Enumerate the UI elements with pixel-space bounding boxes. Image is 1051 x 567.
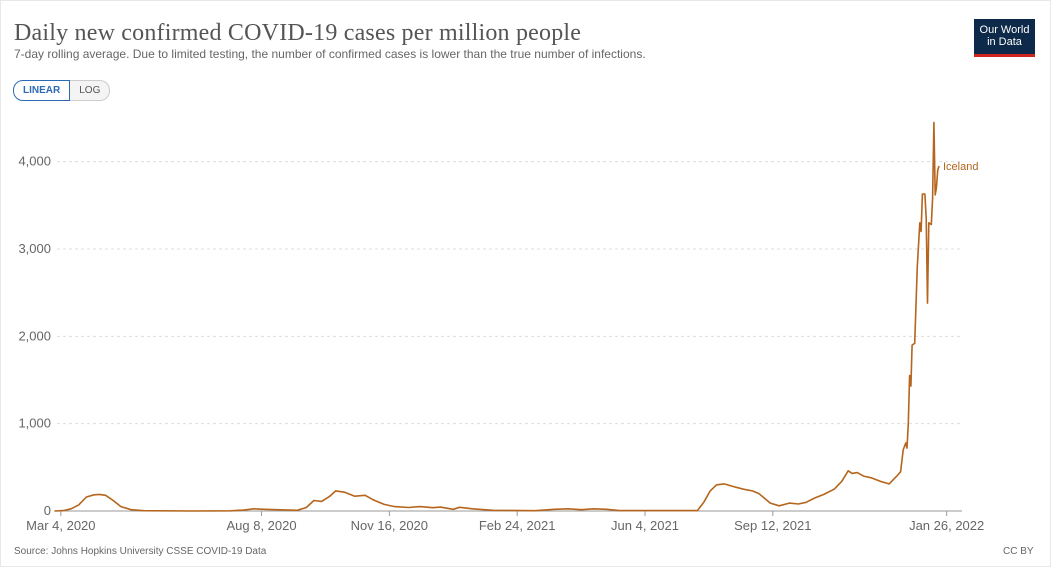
logo-line-2: in Data <box>987 36 1022 48</box>
x-tick-label: Sep 12, 2021 <box>734 518 811 533</box>
x-tick-label: Nov 16, 2020 <box>351 518 428 533</box>
y-tick-label: 4,000 <box>18 154 51 169</box>
linear-scale-button[interactable]: LINEAR <box>13 80 71 101</box>
y-tick-label: 2,000 <box>18 328 51 343</box>
series-layer: Iceland <box>54 121 978 512</box>
source-note[interactable]: Source: Johns Hopkins University CSSE CO… <box>14 546 267 557</box>
log-scale-button[interactable]: LOG <box>70 80 111 101</box>
axis-layer: 0 1,000 2,000 3,000 4,000 Mar 4, 2020 Aug 8, 2… <box>18 154 984 533</box>
x-tick-label: Jun 4, 2021 <box>611 518 679 533</box>
chart-title: Daily new confirmed COVID-19 cases per m… <box>14 20 582 46</box>
y-tick-label: 0 <box>44 503 51 518</box>
x-tick-label: Feb 24, 2021 <box>479 518 556 533</box>
logo-accent-bar <box>974 54 1035 57</box>
logo-line-1: Our World <box>979 24 1030 36</box>
chart-subtitle: 7-day rolling average. Due to limited te… <box>14 47 646 61</box>
scale-toggle: LINEAR LOG <box>13 80 111 101</box>
grid-layer <box>57 161 962 425</box>
series-label-iceland[interactable]: Iceland <box>943 161 978 173</box>
owid-logo[interactable]: Our World in Data <box>974 19 1035 57</box>
y-tick-label: 1,000 <box>18 416 51 431</box>
license-link[interactable]: CC BY <box>1003 546 1034 557</box>
x-tick-label: Aug 8, 2020 <box>226 518 296 533</box>
x-tick-label: Mar 4, 2020 <box>26 518 95 533</box>
x-tick-label: Jan 26, 2022 <box>909 518 984 533</box>
y-tick-label: 3,000 <box>18 241 51 256</box>
series-line-iceland[interactable] <box>54 121 940 512</box>
